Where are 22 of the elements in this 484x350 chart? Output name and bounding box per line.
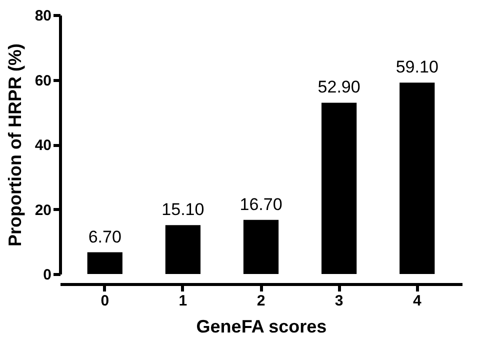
x-tick-label: 2 [256, 292, 266, 310]
data-label: 15.10 [162, 200, 204, 220]
y-tick-label: 60 [34, 72, 52, 90]
y-axis-title: Proportion of HRPR (%) [4, 44, 25, 246]
bar [87, 252, 122, 274]
data-label: 6.70 [88, 227, 122, 246]
data-label: 59.10 [396, 58, 438, 77]
x-tick-label: 4 [412, 292, 422, 310]
bar [165, 225, 201, 274]
bar [400, 82, 435, 274]
y-tick-label: 20 [34, 202, 52, 219]
bar [243, 220, 279, 274]
y-tick-label: 0 [43, 266, 52, 284]
bar [321, 102, 357, 274]
data-label: 16.70 [240, 194, 282, 214]
y-tick-label: 40 [34, 137, 52, 154]
data-label: 52.90 [318, 78, 360, 97]
x-tick-label: 0 [100, 292, 110, 310]
x-axis-title: GeneFA scores [196, 316, 327, 336]
y-tick-label: 80 [34, 8, 52, 24]
x-tick-label: 1 [178, 292, 188, 310]
x-tick-label: 3 [334, 292, 344, 310]
